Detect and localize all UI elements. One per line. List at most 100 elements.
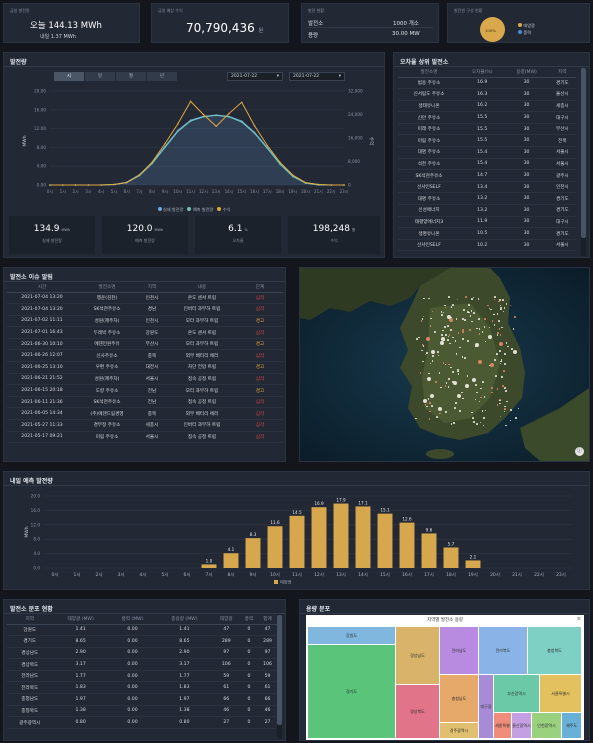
plant-marker[interactable] — [491, 320, 494, 322]
plant-marker[interactable] — [503, 410, 506, 413]
plant-marker[interactable] — [452, 381, 454, 384]
tab-hour[interactable]: 시 — [54, 72, 84, 81]
table-row[interactable]: 2021-06-21 21:52 성원(제주차) 서울시 접속 공정 트립 심각 — [7, 373, 283, 386]
treemap-cell[interactable]: 충청남도 — [440, 675, 478, 722]
plant-marker[interactable] — [475, 384, 477, 386]
plant-marker[interactable] — [428, 418, 431, 420]
plant-marker[interactable] — [504, 408, 506, 410]
plant-marker[interactable] — [492, 313, 495, 316]
treemap-cell[interactable]: 전라북도 — [479, 627, 527, 674]
plant-marker[interactable] — [463, 309, 465, 311]
plant-marker[interactable] — [490, 308, 492, 311]
plant-marker[interactable] — [472, 377, 477, 382]
plant-marker[interactable] — [483, 396, 486, 398]
table-row[interactable]: 신안 주유소 15.5 30 대구시 — [398, 111, 576, 124]
plant-marker[interactable] — [502, 385, 504, 387]
plant-marker[interactable] — [464, 319, 466, 321]
plant-marker[interactable] — [499, 399, 501, 402]
table-row[interactable]: 생명유니온 10.5 30 경기도 — [398, 227, 576, 240]
plant-marker[interactable] — [487, 335, 492, 340]
plant-marker[interactable] — [493, 298, 496, 301]
plant-marker[interactable] — [499, 350, 501, 352]
scrollbar-thumb[interactable] — [581, 68, 586, 238]
plant-marker[interactable] — [491, 391, 493, 394]
plant-marker[interactable] — [442, 329, 444, 332]
plant-marker[interactable] — [432, 355, 434, 357]
plant-marker[interactable] — [439, 341, 444, 346]
plant-marker[interactable] — [450, 366, 453, 369]
table-row[interactable]: 석천 주유소 15.4 30 서울시 — [398, 158, 576, 171]
plant-marker[interactable] — [504, 405, 507, 408]
table-row[interactable]: 2021-07-04 13:20 SK석천주유소 경남 인버터 과부하 트립 심각 — [7, 303, 283, 316]
plant-marker[interactable] — [444, 385, 447, 387]
table-row[interactable]: SK석천주유소 14.7 30 광주시 — [398, 169, 576, 182]
plant-marker[interactable] — [440, 386, 442, 389]
plant-marker[interactable] — [461, 391, 463, 394]
table-row[interactable]: 2021-06-11 21:36 SK석천주유소 전남 접속 공정 트립 심각 — [7, 396, 283, 409]
plant-marker[interactable] — [471, 411, 473, 414]
plant-marker[interactable] — [474, 398, 477, 401]
plant-marker[interactable] — [457, 369, 459, 371]
plant-marker[interactable] — [424, 403, 427, 406]
plant-marker[interactable] — [443, 338, 446, 341]
plant-marker[interactable] — [453, 422, 455, 425]
plant-marker[interactable] — [450, 423, 453, 425]
plant-marker[interactable] — [450, 329, 452, 331]
plant-marker[interactable] — [514, 316, 516, 318]
plant-marker[interactable] — [448, 363, 450, 366]
plant-marker[interactable] — [497, 331, 499, 334]
plant-marker[interactable] — [454, 340, 457, 342]
table-row[interactable]: 광주광역시 0.80 0.00 0.80 27 0 27 — [7, 716, 277, 729]
plant-marker[interactable] — [453, 381, 458, 386]
plant-marker[interactable] — [494, 358, 497, 361]
scrollbar-thumb[interactable] — [277, 615, 282, 725]
plant-marker[interactable] — [436, 416, 439, 418]
plant-marker[interactable] — [422, 360, 424, 363]
plant-marker[interactable] — [494, 296, 496, 298]
plant-marker[interactable] — [418, 336, 421, 339]
plant-marker[interactable] — [505, 389, 507, 392]
plant-marker[interactable] — [483, 326, 486, 329]
plant-marker[interactable] — [455, 353, 458, 356]
plant-marker[interactable] — [512, 328, 515, 330]
plant-marker[interactable] — [428, 372, 431, 375]
plant-marker[interactable] — [415, 417, 417, 420]
plant-marker[interactable] — [441, 314, 443, 316]
table-row[interactable]: 범용 주유소 16.9 30 경기도 — [398, 77, 576, 90]
plant-marker[interactable] — [467, 304, 470, 306]
plant-marker[interactable] — [487, 304, 490, 307]
table-row[interactable]: 2021-06-30 10:10 에덴민원주유 부산시 모터 과부하 트립 경고 — [7, 338, 283, 351]
plant-marker[interactable] — [423, 398, 428, 403]
plant-marker[interactable] — [447, 325, 449, 327]
table-row[interactable]: 경상북도 3.17 0.00 3.17 106 0 106 — [7, 658, 277, 671]
plant-marker[interactable] — [447, 314, 452, 319]
plant-marker[interactable] — [467, 311, 470, 314]
plant-marker[interactable] — [476, 391, 479, 394]
plant-marker[interactable] — [479, 396, 482, 399]
plant-marker[interactable] — [447, 339, 450, 341]
plant-marker[interactable] — [510, 409, 512, 411]
plant-marker[interactable] — [429, 402, 431, 404]
plant-marker[interactable] — [415, 338, 418, 340]
plant-marker[interactable] — [423, 297, 425, 300]
plant-marker[interactable] — [431, 360, 434, 362]
plant-marker[interactable] — [499, 334, 502, 337]
fullscreen-icon[interactable]: ⓘ — [575, 447, 584, 456]
plant-marker[interactable] — [438, 372, 441, 375]
plant-marker[interactable] — [431, 349, 436, 354]
table-row[interactable]: 충청남도 1.97 0.00 1.97 66 0 66 — [7, 693, 277, 706]
plant-marker[interactable] — [456, 298, 459, 301]
plant-marker[interactable] — [426, 405, 429, 408]
table-row[interactable]: 2021-06-05 14:34 (주)에덴드림경영 충북 외부 배터리 에러 심각 — [7, 407, 283, 421]
map-panel[interactable]: ⓘ — [299, 267, 590, 462]
plant-marker[interactable] — [475, 327, 478, 330]
plant-marker[interactable] — [467, 339, 469, 342]
plant-marker[interactable] — [477, 359, 482, 364]
plant-marker[interactable] — [455, 317, 458, 320]
plant-marker[interactable] — [442, 311, 445, 314]
table-row[interactable]: 경상남도 2.90 0.00 2.90 97 0 97 — [7, 647, 277, 660]
table-row[interactable]: 2021-07-02 11:11 성원(제주차) 인천시 모터 과부하 트립 경고 — [7, 315, 283, 328]
plant-marker[interactable] — [429, 317, 432, 320]
plant-marker[interactable] — [450, 306, 453, 308]
plant-marker[interactable] — [426, 336, 431, 341]
